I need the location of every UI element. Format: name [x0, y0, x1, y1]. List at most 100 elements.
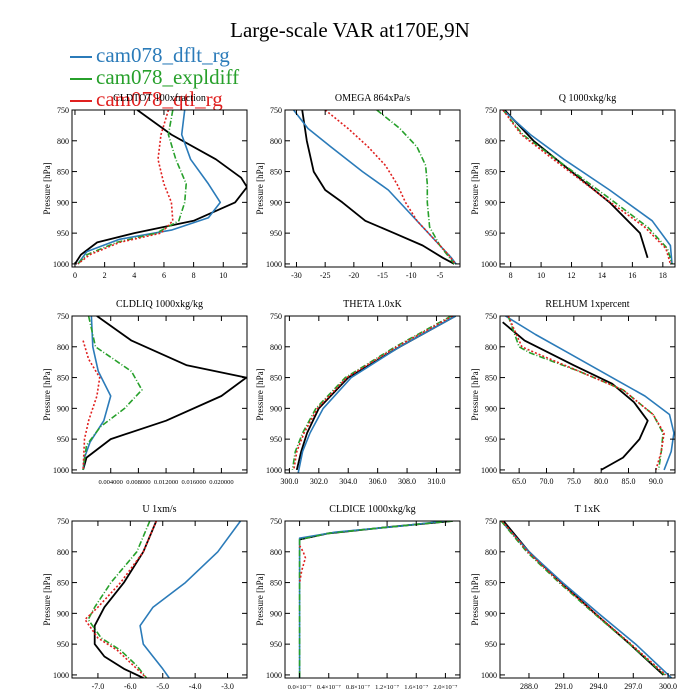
y-tick-label: 900 [270, 609, 282, 618]
x-tick-label: 310.0 [427, 477, 445, 486]
x-tick-label: 10 [537, 271, 545, 280]
panel-title: CLDTOT 100xfraction [113, 93, 206, 104]
y-tick-label: 900 [270, 198, 282, 207]
x-tick-label: -5.0 [156, 682, 169, 691]
series-line-cam078_expldiff [87, 521, 151, 678]
y-tick-label: 800 [485, 343, 497, 352]
panel-title: U 1xm/s [142, 504, 176, 515]
series-line-black [301, 110, 455, 265]
x-tick-label: 8 [192, 271, 196, 280]
figure-title: Large-scale VAR at170E,9N [230, 18, 470, 42]
x-tick-label: -4.0 [189, 682, 202, 691]
series-group [291, 316, 457, 473]
y-tick-label: 950 [270, 435, 282, 444]
series-line-cam078_expldiff [298, 521, 453, 678]
legend-label: cam078_dflt_rg [96, 43, 230, 67]
series-line-black [502, 321, 649, 471]
x-tick-label: 16 [628, 271, 636, 280]
x-tick-label: 306.0 [369, 477, 387, 486]
plot-frame [71, 315, 248, 474]
series-line-black [503, 110, 649, 259]
y-tick-label: 900 [485, 198, 497, 207]
series-line-black [82, 316, 247, 471]
y-tick-label: 800 [270, 343, 282, 352]
legend-swatch [70, 100, 92, 103]
y-tick-label: 900 [485, 404, 497, 413]
series-line-cam078_dflt_rg [292, 110, 457, 265]
series-line-cam078_qtl_rg [82, 340, 101, 470]
y-tick-label: 850 [485, 374, 497, 383]
x-tick-label: -30 [291, 271, 302, 280]
y-tick-label: 750 [485, 517, 497, 526]
legend-entry-expldiff: cam078_expldiff [70, 66, 239, 88]
series-line-cam078_dflt_rg [139, 521, 242, 678]
series-line-cam078_qtl_rg [293, 316, 453, 471]
x-tick-label: 8 [509, 271, 513, 280]
y-tick-label: 750 [57, 312, 69, 321]
x-tick-label: 291.0 [555, 682, 573, 691]
series-line-cam078_expldiff [500, 521, 666, 676]
y-axis-label: Pressure [hPa] [470, 368, 480, 420]
y-tick-label: 950 [485, 435, 497, 444]
x-tick-label: 0.004000 [99, 479, 123, 486]
y-tick-label: 850 [57, 579, 69, 588]
y-tick-label: 850 [485, 579, 497, 588]
y-tick-label: 750 [270, 517, 282, 526]
series-line-cam078_dflt_rg [77, 110, 222, 265]
y-tick-label: 750 [57, 517, 69, 526]
panel-7: U 1xm/s 750 800 850 900 950 1000 Pressure [hPa]… [42, 504, 248, 691]
series-line-cam078_dflt_rg [505, 316, 675, 471]
series-line-cam078_qtl_rg [324, 110, 457, 265]
y-tick-label: 900 [270, 404, 282, 413]
panel-title: CLDLIQ 1000xkg/kg [116, 299, 203, 310]
panel-title: CLDICE 1000xkg/kg [329, 504, 415, 515]
x-tick-label: -6.0 [124, 682, 137, 691]
series-group [298, 521, 453, 678]
x-tick-label: 65.0 [512, 477, 526, 486]
x-tick-label: 90.0 [649, 477, 663, 486]
x-tick-label: -25 [320, 271, 331, 280]
series-line-cam078_expldiff [376, 110, 455, 265]
x-tick-label: -20 [349, 271, 360, 280]
x-tick-label: 300.0 [280, 477, 298, 486]
y-tick-label: 850 [270, 579, 282, 588]
y-tick-label: 900 [57, 609, 69, 618]
y-tick-label: 900 [57, 404, 69, 413]
x-tick-label: 302.0 [310, 477, 328, 486]
x-tick-label: 0.0×10⁻⁷ [288, 684, 312, 691]
series-group [292, 110, 457, 265]
y-tick-label: 750 [270, 312, 282, 321]
legend-swatch [70, 78, 92, 81]
y-axis-label: Pressure [hPa] [42, 573, 52, 625]
plot-frame [71, 109, 248, 268]
series-group [502, 110, 673, 265]
y-tick-label: 1000 [53, 260, 69, 269]
y-axis-label: Pressure [hPa] [470, 162, 480, 214]
x-tick-label: 0.012000 [154, 479, 178, 486]
series-line-cam078_qtl_rg [77, 110, 174, 265]
y-tick-label: 1000 [266, 671, 282, 680]
legend-entry-qtl: cam078_qtl_rg [70, 88, 239, 110]
panel-6: RELHUM 1xpercent 750 800 850 900 950 1000 Press… [470, 299, 676, 486]
series-line-cam078_dflt_rg [502, 110, 673, 264]
x-tick-label: 308.0 [398, 477, 416, 486]
series-line-black [93, 521, 158, 678]
plot-frame [499, 315, 676, 474]
y-tick-label: 950 [485, 640, 497, 649]
x-tick-label: -10 [406, 271, 417, 280]
series-line-cam078_expldiff [291, 316, 452, 471]
x-tick-label: -3.0 [221, 682, 234, 691]
legend-label: cam078_expldiff [96, 65, 240, 89]
series-group [502, 316, 675, 471]
y-tick-label: 950 [270, 229, 282, 238]
series-line-cam078_qtl_rg [501, 521, 667, 676]
legend-entry-dflt: cam078_dflt_rg [70, 44, 239, 66]
y-axis-label: Pressure [hPa] [42, 368, 52, 420]
plot-frame [284, 109, 461, 268]
y-tick-label: 1000 [53, 466, 69, 475]
y-axis-label: Pressure [hPa] [255, 162, 265, 214]
y-tick-label: 950 [485, 229, 497, 238]
x-tick-label: -7.0 [92, 682, 105, 691]
x-tick-label: 80.0 [594, 477, 608, 486]
y-tick-label: 950 [57, 640, 69, 649]
